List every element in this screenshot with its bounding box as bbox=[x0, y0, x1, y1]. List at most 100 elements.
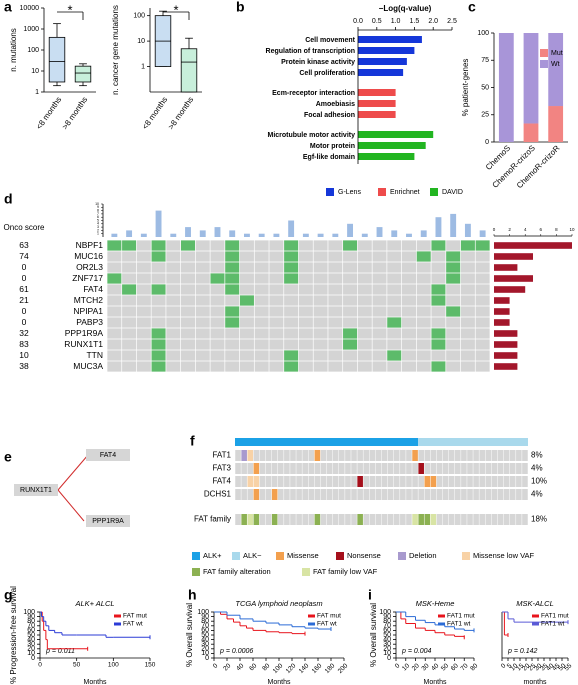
category-label: Egf-like domain bbox=[303, 154, 355, 161]
sample-bar bbox=[420, 230, 427, 237]
category-label: Motor protein bbox=[310, 143, 355, 150]
box bbox=[74, 65, 92, 83]
gene-count-bar bbox=[494, 363, 518, 370]
x-tick-label: 40 bbox=[430, 662, 440, 672]
x-tick-label: <8 months bbox=[140, 95, 169, 131]
legend-label: FAT1 wt bbox=[541, 621, 565, 628]
y-tick-label: 100 bbox=[379, 609, 391, 616]
mutation-cell bbox=[431, 328, 446, 339]
gene-label: TTN bbox=[86, 350, 103, 360]
chart-title: MSK-ALCL bbox=[516, 599, 554, 608]
y-tick-label: 20 bbox=[201, 646, 209, 653]
legend-label: FAT wt bbox=[317, 621, 337, 628]
y-tick-label: 90 bbox=[383, 613, 391, 620]
y-tick-label: 100 bbox=[133, 13, 145, 20]
mutation-cell bbox=[386, 350, 402, 361]
sample-bar bbox=[214, 227, 221, 237]
sample-bar bbox=[199, 230, 206, 237]
onco-score: 10 bbox=[19, 350, 29, 360]
mutation-cell bbox=[224, 262, 240, 273]
legend-label: G-Lens bbox=[338, 189, 361, 196]
x-tick-label: 80 bbox=[261, 662, 271, 672]
legend-swatch bbox=[540, 60, 548, 68]
mutation-cell bbox=[151, 350, 166, 361]
mutation-cell bbox=[224, 240, 240, 251]
alteration-cell bbox=[247, 514, 254, 525]
sample-bar bbox=[361, 233, 368, 237]
alteration-cell bbox=[253, 463, 260, 474]
gene-label: FAT family bbox=[194, 515, 231, 524]
y-tick-label: 10 bbox=[27, 650, 35, 657]
significance-mark: * bbox=[67, 2, 72, 17]
legend-label: FAT1 wt bbox=[447, 621, 471, 628]
x-axis-label: Months bbox=[84, 679, 107, 685]
alteration-cell bbox=[412, 514, 419, 525]
gene-label: MUC3A bbox=[73, 361, 103, 371]
axis-title: −Log(q-value) bbox=[379, 4, 432, 13]
mutation-cell bbox=[431, 284, 446, 295]
legend-label: Deletion bbox=[409, 551, 437, 560]
alteration-cell bbox=[430, 476, 437, 487]
y-tick-label: 30 bbox=[383, 641, 391, 648]
mutation-cell bbox=[416, 251, 432, 262]
y-tick-label: 70 bbox=[383, 623, 391, 630]
y-tick-label: 30 bbox=[201, 641, 209, 648]
gene-count-bar bbox=[494, 253, 533, 260]
alteration-cell bbox=[314, 450, 321, 461]
y-tick-label: 90 bbox=[27, 613, 35, 620]
gene-count-bar bbox=[494, 330, 518, 337]
x-tick-label: 160 bbox=[311, 662, 324, 675]
node-label: RUNX1T1 bbox=[20, 487, 52, 494]
frequency-label: 8% bbox=[531, 451, 543, 460]
legend-label: FAT mut bbox=[123, 613, 147, 620]
alteration-cell bbox=[247, 476, 254, 487]
gene-count-tick-label: 0 bbox=[493, 227, 496, 232]
sample-tick-label: 4 bbox=[97, 222, 99, 226]
x-tick-label: 10 bbox=[509, 662, 519, 672]
x-tick-label: 45 bbox=[551, 662, 561, 672]
gene-count-bar bbox=[494, 242, 572, 249]
y-tick-label: 50 bbox=[27, 632, 35, 639]
x-tick-label: 60 bbox=[450, 662, 460, 672]
frequency-label: 18% bbox=[531, 515, 547, 524]
mutation-cell bbox=[342, 328, 358, 339]
x-tick-label: 5 bbox=[506, 662, 514, 670]
group-bar bbox=[235, 438, 419, 446]
gene-label: PABP3 bbox=[76, 317, 103, 327]
sample-bar bbox=[332, 233, 339, 237]
sample-bar bbox=[185, 227, 191, 237]
sample-bar bbox=[243, 233, 250, 237]
edge bbox=[57, 489, 85, 522]
sample-tick-label: 7 bbox=[97, 212, 99, 216]
mutation-cell bbox=[431, 295, 446, 306]
alteration-cell bbox=[253, 489, 260, 500]
alteration-cell bbox=[357, 514, 364, 525]
x-tick-label: 0.5 bbox=[372, 18, 382, 25]
gene-count-bar bbox=[494, 275, 533, 282]
sample-bar bbox=[273, 233, 280, 237]
y-tick-label: 100 bbox=[197, 609, 209, 616]
x-tick-label: 50 bbox=[73, 662, 81, 669]
sample-tick-label: 2 bbox=[97, 228, 99, 232]
mutation-cell bbox=[342, 240, 358, 251]
alteration-cell bbox=[253, 476, 260, 487]
alteration-cell bbox=[430, 514, 437, 525]
y-tick-label: 50 bbox=[201, 632, 209, 639]
legend-swatch bbox=[232, 552, 240, 560]
bar bbox=[358, 58, 407, 65]
sample-bar bbox=[317, 233, 324, 237]
x-axis-label: Months bbox=[268, 679, 291, 685]
sample-bar bbox=[391, 230, 398, 237]
chart-title: TCGA lymphoid neoplasm bbox=[235, 599, 322, 608]
onco-score: 32 bbox=[19, 328, 29, 338]
gene-count-tick-label: 8 bbox=[555, 227, 558, 232]
gene-count-bar bbox=[494, 264, 518, 271]
gene-count-tick-label: 2 bbox=[508, 227, 511, 232]
x-axis-label: Months bbox=[424, 679, 447, 685]
legend-swatch bbox=[276, 552, 284, 560]
legend-label: FAT family low VAF bbox=[313, 567, 378, 576]
category-label: Protein kinase activity bbox=[281, 59, 355, 66]
bar bbox=[358, 69, 404, 76]
y-tick-label: 25 bbox=[481, 112, 489, 119]
